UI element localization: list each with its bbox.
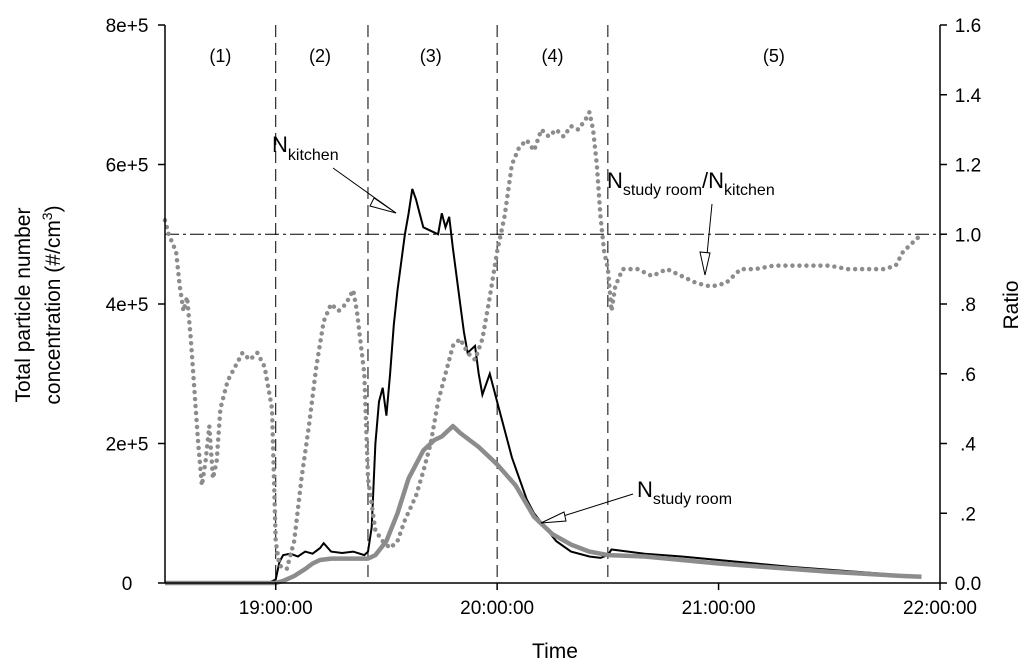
x-tick-label-0: 19:00:00 [239,598,313,619]
series-line-1 [165,188,922,584]
region-label-5: (5) [763,46,785,66]
arrowhead-n-study-room [540,511,567,524]
y-right-tick-label-6: 1.2 [955,156,981,177]
y-axis-left-title-line2: concentration (#/cm3) [39,205,65,404]
y-right-tick-label-8: 1.6 [955,16,981,37]
y-left-tick-label-1: 2e+5 [106,435,149,456]
y-right-tick-label-1: .2 [960,504,976,525]
arrowhead-ratio [699,251,711,276]
series-line-3 [162,105,924,573]
y-left-tick-label-3: 6e+5 [106,156,149,177]
region-label-1: (1) [209,46,231,66]
y-axis-left-title-line1: Total particle number [12,208,35,403]
chart-series-layer [162,105,924,586]
y-left-tick-label-0: 0 [122,574,133,595]
y-axis-left-title-close: ) [42,205,65,212]
annotation-ratio-main: N [607,168,623,193]
y-left-tick-label-2: 4e+5 [106,295,149,316]
region-label-4: (4) [542,46,564,66]
annotation-n-study-room-sub: study room [653,491,732,508]
series-line-2 [165,423,922,586]
chart-text-layer: Time Total particle number concentration… [12,132,1023,663]
x-axis-title: Time [532,640,578,663]
y-right-tick-label-4: .8 [960,295,976,316]
y-right-tick-label-0: 0.0 [955,574,981,595]
annotation-n-kitchen-sub: kitchen [288,147,339,164]
y-right-tick-label-3: .6 [960,365,976,386]
region-label-2: (2) [309,46,331,66]
y-right-tick-label-7: 1.4 [955,86,982,107]
chart-reference-layer: (1) (2) (3) (4) (5) [165,25,940,583]
x-tick-label-2: 21:00:00 [682,598,756,619]
y-left-tick-label-4: 8e+5 [106,16,149,37]
annotation-n-study-room: Nstudy room [637,477,732,508]
x-tick-label-3: 22:00:00 [903,598,977,619]
annotation-n-study-room-main: N [637,477,653,502]
region-label-3: (3) [420,46,442,66]
x-tick-label-1: 20:00:00 [460,598,534,619]
arrowhead-n-kitchen [369,197,397,214]
annotation-ratio-sub: study room [623,182,702,199]
y-axis-left-title-superscript: 3 [39,212,55,220]
y-right-tick-label-2: .4 [960,435,976,456]
annotation-ratio-mid: /N [702,168,724,193]
annotation-ratio: Nstudy room/Nkitchen [607,168,775,199]
annotation-ratio-sub2: kitchen [724,182,775,199]
annotation-n-kitchen: Nkitchen [272,132,339,164]
y-right-tick-label-5: 1.0 [955,225,981,246]
chart-axes-layer: 0 2e+5 4e+5 6e+5 8e+5 0.0 .2 .4 .6 .8 1.0 1.2 1.4 1.6… [106,16,982,619]
annotation-arrows [332,167,713,524]
y-axis-right-title: Ratio [1000,280,1023,329]
annotation-n-kitchen-main: N [272,132,288,157]
y-axis-left-title-unit: concentration (#/cm [42,220,65,404]
